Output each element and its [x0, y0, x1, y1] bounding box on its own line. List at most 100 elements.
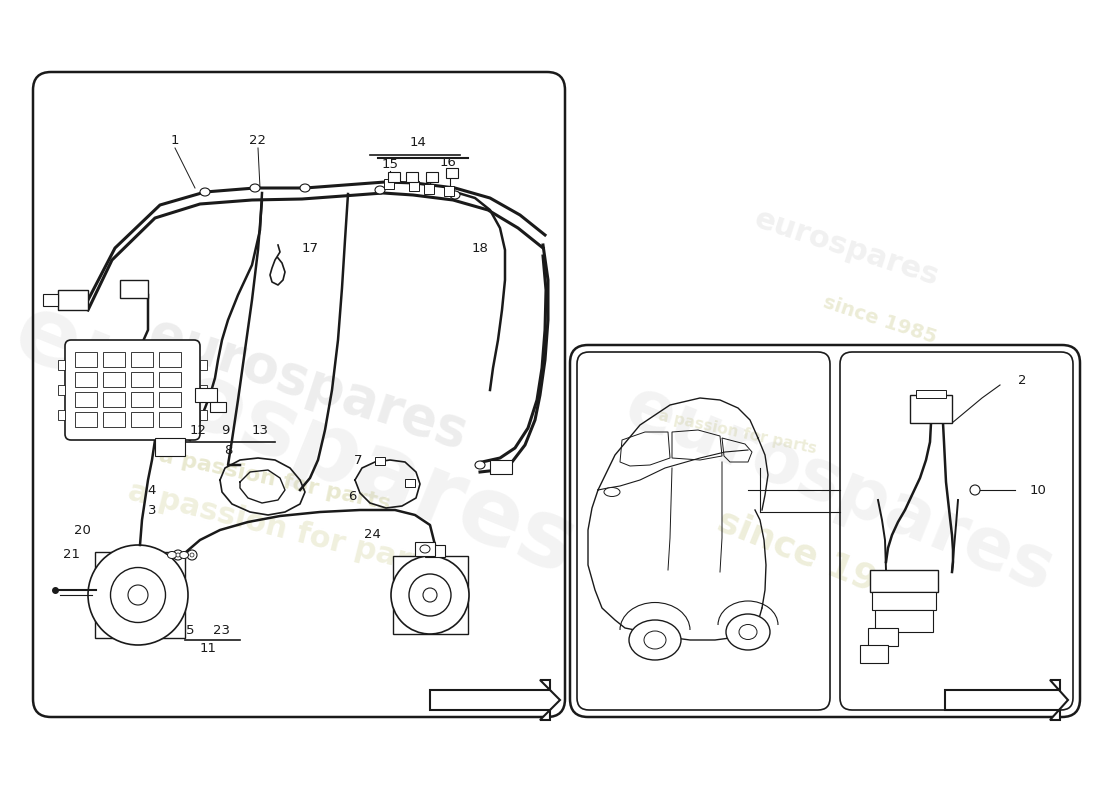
Ellipse shape — [128, 585, 148, 605]
Bar — [131, 392, 153, 407]
Bar — [415, 542, 434, 556]
Polygon shape — [430, 680, 560, 720]
Bar — [160, 392, 182, 407]
Bar — [160, 352, 182, 367]
Bar — [75, 412, 97, 427]
Bar — [490, 460, 512, 474]
Bar — [131, 352, 153, 367]
Text: since 1985: since 1985 — [712, 503, 927, 617]
Text: eurospares: eurospares — [751, 205, 943, 291]
Text: eurospares: eurospares — [142, 308, 474, 460]
Text: 12: 12 — [189, 423, 207, 437]
Bar — [200, 385, 207, 395]
Ellipse shape — [420, 545, 430, 553]
Bar — [155, 438, 185, 456]
Ellipse shape — [167, 551, 176, 558]
Ellipse shape — [176, 553, 180, 557]
Bar — [58, 385, 65, 395]
Text: 17: 17 — [301, 242, 319, 254]
Ellipse shape — [604, 487, 620, 497]
Text: 7: 7 — [354, 454, 362, 466]
Ellipse shape — [739, 625, 757, 639]
Ellipse shape — [88, 545, 188, 645]
Text: a passion for parts: a passion for parts — [124, 477, 446, 583]
Bar — [58, 290, 88, 310]
Text: a passion for parts: a passion for parts — [157, 446, 393, 514]
Text: 3: 3 — [147, 503, 156, 517]
Bar — [131, 372, 153, 387]
Ellipse shape — [424, 588, 437, 602]
Text: eurospares: eurospares — [615, 373, 1065, 607]
Bar — [393, 556, 468, 634]
Bar — [425, 545, 446, 557]
Bar — [200, 360, 207, 370]
Text: 22: 22 — [250, 134, 266, 146]
Text: 9: 9 — [221, 423, 229, 437]
Bar — [210, 402, 225, 412]
Bar — [405, 479, 415, 487]
Bar — [103, 412, 125, 427]
Bar — [910, 395, 952, 423]
Ellipse shape — [390, 556, 469, 634]
Bar — [388, 172, 400, 182]
Text: 2: 2 — [1018, 374, 1026, 386]
Bar — [409, 181, 419, 191]
Bar — [424, 184, 434, 194]
Bar — [195, 388, 217, 402]
Bar — [120, 280, 148, 298]
Text: 18: 18 — [472, 242, 488, 254]
Ellipse shape — [179, 551, 188, 558]
Circle shape — [970, 485, 980, 495]
Text: 10: 10 — [1030, 483, 1046, 497]
Bar — [384, 179, 394, 189]
Text: eurospares: eurospares — [1, 286, 590, 594]
Ellipse shape — [644, 631, 666, 649]
Bar — [43, 294, 58, 306]
Text: 20: 20 — [74, 523, 90, 537]
Text: since 1985: since 1985 — [821, 293, 939, 347]
Bar — [58, 410, 65, 420]
Bar — [860, 645, 888, 663]
Bar — [426, 172, 438, 182]
Text: 8: 8 — [223, 443, 232, 457]
Bar — [200, 410, 207, 420]
Text: 5: 5 — [186, 623, 195, 637]
Text: a passion for parts: a passion for parts — [657, 408, 817, 456]
Text: 23: 23 — [213, 623, 231, 637]
Bar — [868, 628, 898, 646]
Text: 16: 16 — [440, 155, 456, 169]
Text: 1: 1 — [170, 134, 179, 146]
Ellipse shape — [200, 188, 210, 196]
Bar — [131, 412, 153, 427]
Text: 6: 6 — [348, 490, 356, 502]
Bar — [103, 352, 125, 367]
Text: 11: 11 — [199, 642, 217, 654]
Bar — [444, 186, 454, 196]
Ellipse shape — [300, 184, 310, 192]
Bar — [406, 172, 418, 182]
Ellipse shape — [726, 614, 770, 650]
Text: 14: 14 — [409, 137, 427, 150]
Bar — [160, 412, 182, 427]
Ellipse shape — [475, 461, 485, 469]
Ellipse shape — [409, 574, 451, 616]
Bar — [75, 352, 97, 367]
Bar — [103, 372, 125, 387]
Bar — [95, 552, 185, 638]
Ellipse shape — [450, 191, 460, 199]
Ellipse shape — [110, 567, 165, 622]
Bar — [916, 390, 946, 398]
Ellipse shape — [190, 553, 194, 557]
Bar — [75, 372, 97, 387]
Ellipse shape — [629, 620, 681, 660]
Bar — [75, 392, 97, 407]
FancyBboxPatch shape — [65, 340, 200, 440]
Text: 21: 21 — [64, 549, 80, 562]
Ellipse shape — [375, 186, 385, 194]
Text: 15: 15 — [382, 158, 398, 171]
Text: 4: 4 — [147, 483, 156, 497]
Bar — [375, 457, 385, 465]
Text: 24: 24 — [364, 529, 381, 542]
Bar — [160, 372, 182, 387]
Bar — [870, 570, 938, 592]
